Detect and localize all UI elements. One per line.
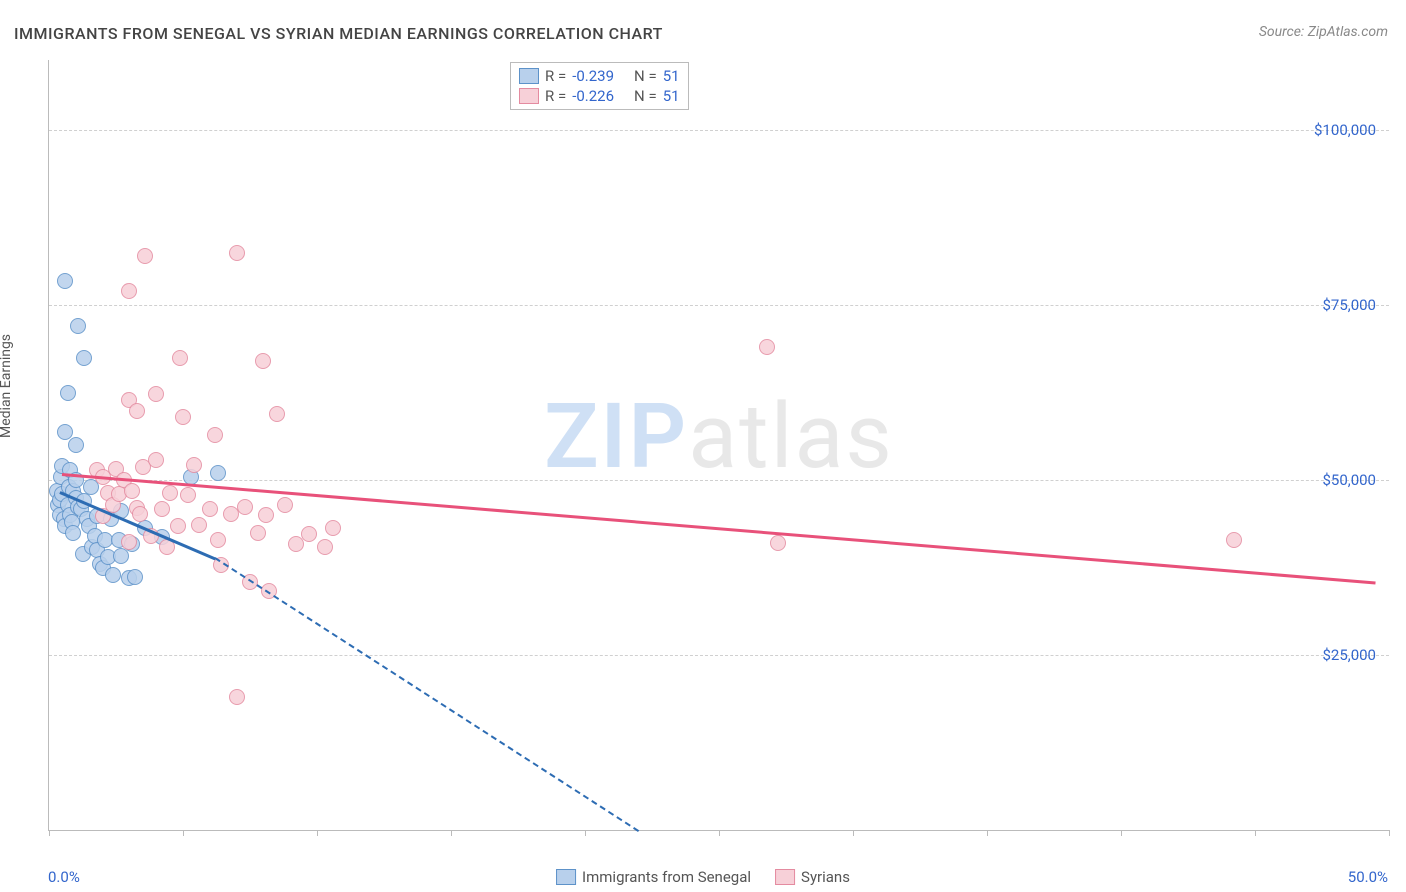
scatter-point bbox=[770, 535, 786, 551]
stats-n-value: 51 bbox=[663, 87, 680, 105]
gridline-h bbox=[49, 480, 1389, 481]
source-name: ZipAtlas.com bbox=[1308, 24, 1388, 40]
stats-row: R = -0.226 N = 51 bbox=[519, 86, 680, 106]
scatter-point bbox=[57, 273, 73, 289]
scatter-point bbox=[175, 409, 191, 425]
scatter-point bbox=[105, 567, 121, 583]
scatter-point bbox=[148, 452, 164, 468]
scatter-point bbox=[250, 525, 266, 541]
scatter-point bbox=[124, 483, 140, 499]
scatter-point bbox=[317, 539, 333, 555]
scatter-point bbox=[202, 501, 218, 517]
chart-title: IMMIGRANTS FROM SENEGAL VS SYRIAN MEDIAN… bbox=[14, 24, 663, 43]
x-tick bbox=[451, 830, 452, 836]
scatter-point bbox=[172, 350, 188, 366]
stats-n-label: N = bbox=[634, 67, 657, 85]
legend-swatch bbox=[775, 869, 795, 885]
scatter-point bbox=[229, 689, 245, 705]
gridline-h bbox=[49, 130, 1389, 131]
scatter-point bbox=[191, 517, 207, 533]
x-tick bbox=[585, 830, 586, 836]
scatter-point bbox=[170, 518, 186, 534]
scatter-point bbox=[70, 318, 86, 334]
scatter-point bbox=[255, 353, 271, 369]
scatter-point bbox=[1226, 532, 1242, 548]
scatter-point bbox=[186, 457, 202, 473]
scatter-point bbox=[65, 525, 81, 541]
legend-label: Immigrants from Senegal bbox=[582, 868, 751, 886]
stats-r-label: R = bbox=[545, 67, 566, 85]
y-tick-label: $25,000 bbox=[1322, 646, 1376, 664]
legend-item: Syrians bbox=[775, 868, 850, 886]
x-tick-label: 50.0% bbox=[1348, 868, 1388, 886]
scatter-point bbox=[180, 487, 196, 503]
x-tick bbox=[719, 830, 720, 836]
scatter-point bbox=[759, 339, 775, 355]
stats-r-value: -0.239 bbox=[572, 67, 614, 85]
scatter-point bbox=[154, 501, 170, 517]
x-tick bbox=[987, 830, 988, 836]
scatter-point bbox=[162, 485, 178, 501]
scatter-point bbox=[229, 245, 245, 261]
gridline-h bbox=[49, 655, 1389, 656]
stats-n-value: 51 bbox=[663, 67, 680, 85]
scatter-point bbox=[76, 350, 92, 366]
stats-r-value: -0.226 bbox=[572, 87, 614, 105]
legend-label: Syrians bbox=[801, 868, 850, 886]
scatter-point bbox=[129, 403, 145, 419]
scatter-point bbox=[60, 385, 76, 401]
legend-swatch bbox=[556, 869, 576, 885]
watermark-atlas: atlas bbox=[688, 384, 894, 489]
x-tick bbox=[853, 830, 854, 836]
x-tick bbox=[317, 830, 318, 836]
watermark-zip: ZIP bbox=[544, 384, 688, 489]
scatter-point bbox=[269, 406, 285, 422]
stats-n-label: N = bbox=[634, 87, 657, 105]
source-attribution: Source: ZipAtlas.com bbox=[1259, 24, 1388, 40]
stats-legend-box: R = -0.239 N = 51 R = -0.226 N = 51 bbox=[510, 62, 689, 110]
scatter-point bbox=[207, 427, 223, 443]
scatter-point bbox=[237, 499, 253, 515]
source-prefix: Source: bbox=[1259, 24, 1308, 40]
stats-row: R = -0.239 N = 51 bbox=[519, 66, 680, 86]
stats-r-label: R = bbox=[545, 87, 566, 105]
scatter-point bbox=[301, 526, 317, 542]
gridline-h bbox=[49, 305, 1389, 306]
scatter-point bbox=[288, 536, 304, 552]
scatter-point bbox=[121, 534, 137, 550]
stats-swatch bbox=[519, 68, 539, 84]
x-tick-label: 0.0% bbox=[48, 868, 80, 886]
y-tick-label: $100,000 bbox=[1314, 121, 1376, 139]
scatter-point bbox=[258, 507, 274, 523]
scatter-point bbox=[127, 569, 143, 585]
y-axis-label: Median Earnings bbox=[0, 334, 14, 438]
scatter-point bbox=[277, 497, 293, 513]
scatter-point bbox=[121, 283, 137, 299]
trendline-extrapolated bbox=[215, 557, 640, 832]
x-tick bbox=[49, 830, 50, 836]
x-tick bbox=[1121, 830, 1122, 836]
scatter-point bbox=[210, 465, 226, 481]
scatter-point bbox=[325, 520, 341, 536]
scatter-point bbox=[148, 386, 164, 402]
scatter-point bbox=[137, 248, 153, 264]
x-tick bbox=[183, 830, 184, 836]
stats-swatch bbox=[519, 88, 539, 104]
x-tick bbox=[1255, 830, 1256, 836]
scatter-point bbox=[210, 532, 226, 548]
legend-bottom: Immigrants from Senegal Syrians bbox=[556, 868, 850, 886]
scatter-point bbox=[132, 506, 148, 522]
legend-item: Immigrants from Senegal bbox=[556, 868, 751, 886]
chart-plot-area: ZIPatlas bbox=[48, 60, 1389, 831]
y-tick-label: $50,000 bbox=[1322, 471, 1376, 489]
scatter-point bbox=[68, 437, 84, 453]
y-tick-label: $75,000 bbox=[1322, 296, 1376, 314]
x-tick bbox=[1389, 830, 1390, 836]
watermark: ZIPatlas bbox=[544, 384, 894, 489]
